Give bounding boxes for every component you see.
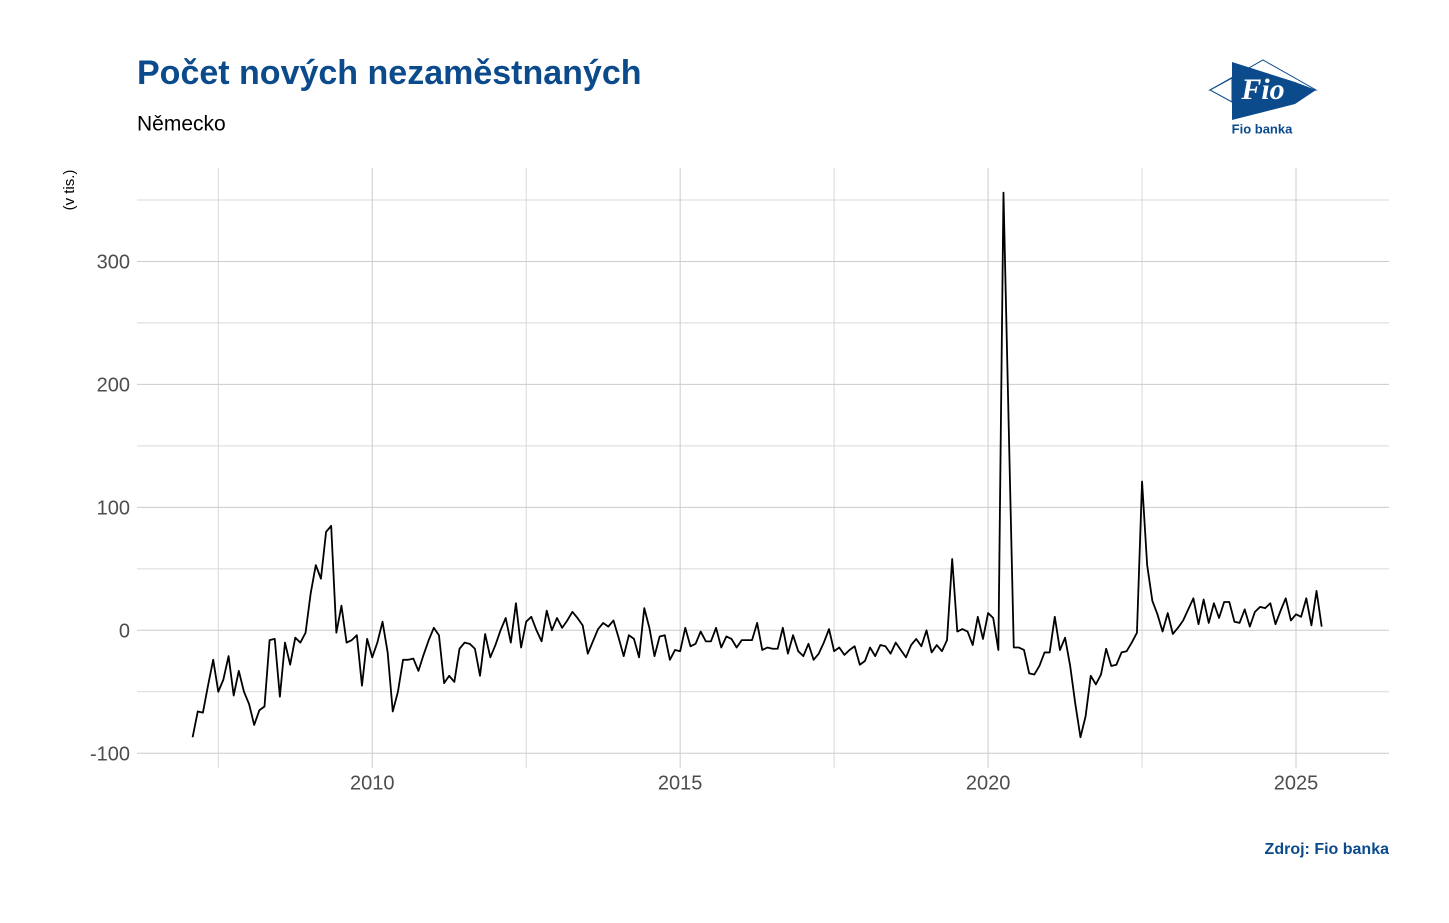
y-axis-label: (v tis.)	[61, 170, 78, 211]
y-tick-label: 0	[119, 621, 130, 643]
y-tick-label: 100	[97, 498, 130, 520]
y-tick-label: 300	[97, 252, 130, 274]
y-tick-label: 200	[97, 375, 130, 397]
chart-subtitle: Německo	[137, 113, 226, 136]
logo: Fio Fio banka	[1208, 59, 1318, 136]
chart-title: Počet nových nezaměstnaných	[137, 54, 642, 92]
logo-text: Fio	[1240, 73, 1284, 106]
data-line	[191, 191, 1323, 739]
x-tick-label: 2015	[658, 772, 703, 794]
logo-shape	[1295, 82, 1316, 104]
y-tick-label: -100	[90, 744, 130, 766]
x-tick-label: 2020	[966, 772, 1011, 794]
x-tick-label: 2010	[350, 772, 395, 794]
logo-caption: Fio banka	[1232, 121, 1293, 136]
logo-shape	[1208, 77, 1233, 103]
grid	[137, 168, 1389, 768]
source: Zdroj: Fio banka	[1265, 841, 1390, 858]
logo-shape	[1232, 62, 1295, 120]
x-tick-label: 2025	[1274, 772, 1319, 794]
